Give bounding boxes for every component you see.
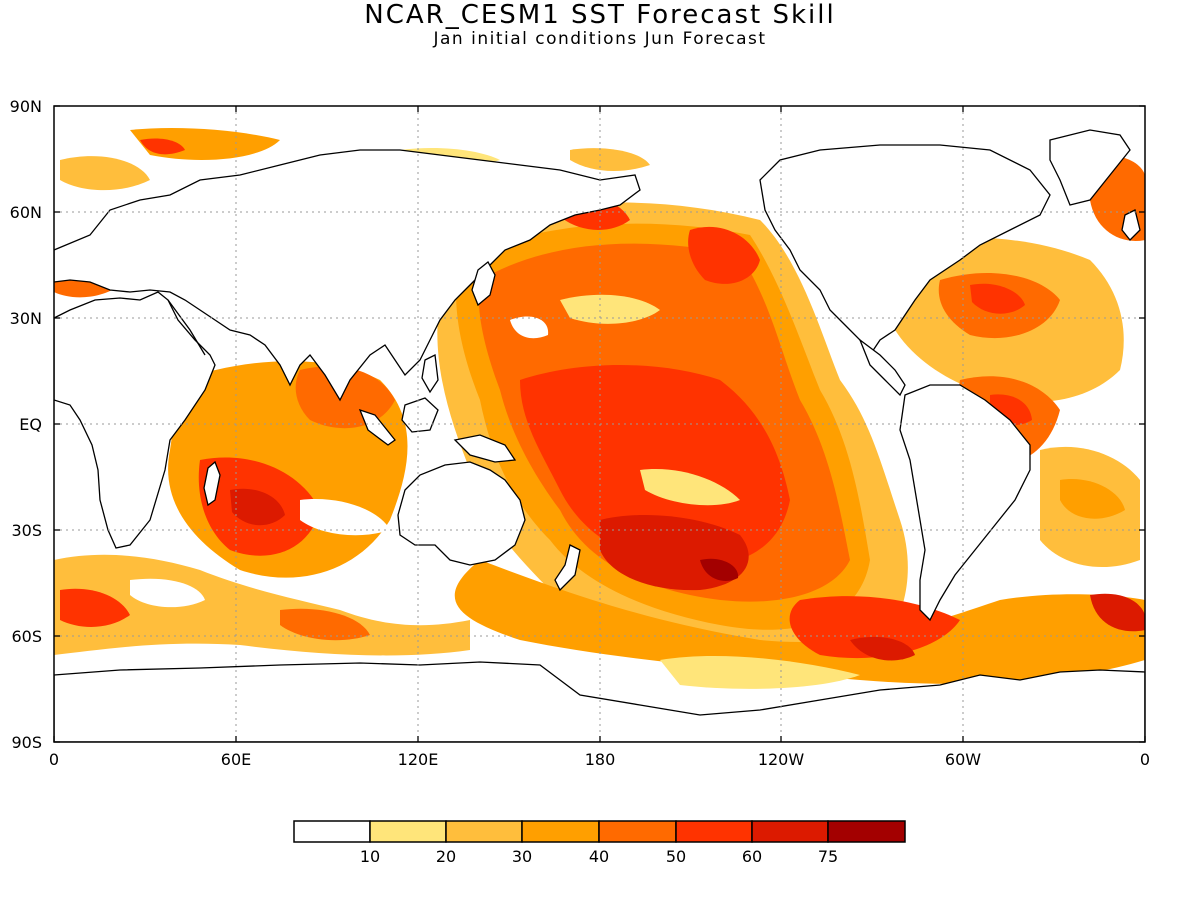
land-sumatra <box>358 408 396 446</box>
lat-tick-label: 60S <box>11 627 42 646</box>
colorbar-box <box>675 820 753 843</box>
land-british-isles <box>1121 209 1141 241</box>
map-subtitle: Jan initial conditions Jun Forecast <box>433 29 767 49</box>
lat-tick-label: EQ <box>19 415 42 434</box>
land-antarctica <box>54 661 1145 742</box>
colorbar-label: 40 <box>589 847 609 866</box>
land-north-america <box>759 144 1051 357</box>
lon-tick-label: 60W <box>945 750 981 769</box>
colorbar-label: 30 <box>512 847 532 866</box>
colorbar-label: 10 <box>360 847 380 866</box>
lon-tick-label: 180 <box>585 750 616 769</box>
land-japan <box>471 261 496 307</box>
lon-tick-label: 60E <box>221 750 251 769</box>
lon-tick-label: 120W <box>758 750 805 769</box>
land-central-america <box>858 338 906 397</box>
colorbar-label: 75 <box>818 847 838 866</box>
colorbar-label: 60 <box>742 847 762 866</box>
colorbar-box <box>521 820 600 843</box>
lat-tick-label: 30N <box>10 309 42 328</box>
lat-tick-label: 30S <box>11 521 42 540</box>
colorbar: 10 20 30 40 50 60 75 <box>293 820 906 866</box>
land-greenland <box>1049 129 1131 206</box>
colorbar-box <box>751 820 829 843</box>
lon-tick-label: 0 <box>1140 750 1150 769</box>
lat-tick-label: 60N <box>10 203 42 222</box>
land-australia <box>397 461 526 566</box>
land-new-zealand <box>554 544 581 592</box>
land-madagascar <box>203 460 221 507</box>
lat-tick-label: 90S <box>11 733 42 752</box>
lon-tick-label: 0 <box>49 750 59 769</box>
colorbar-box <box>598 820 677 843</box>
colorbar-box <box>293 820 371 843</box>
colorbar-label: 50 <box>666 847 686 866</box>
lat-tick-label: 90N <box>10 97 42 116</box>
colorbar-label: 20 <box>436 847 456 866</box>
land-south-america <box>899 384 1031 622</box>
colorbar-box <box>369 820 447 843</box>
land-philippines <box>421 354 439 394</box>
land-borneo <box>401 397 439 433</box>
grid-lines <box>54 106 1145 742</box>
lat-axis: 90N 60N 30N EQ 30S 60S 90S <box>10 97 1145 752</box>
land-masses <box>54 129 1145 742</box>
map-title: NCAR_CESM1 SST Forecast Skill <box>364 0 836 30</box>
lon-axis: 0 60E 120E 180 120W 60W 0 <box>49 106 1150 769</box>
land-new-guinea <box>453 434 517 463</box>
colorbar-box <box>827 820 906 843</box>
land-africa <box>54 291 216 549</box>
colorbar-box <box>445 820 523 843</box>
lon-tick-label: 120E <box>398 750 439 769</box>
